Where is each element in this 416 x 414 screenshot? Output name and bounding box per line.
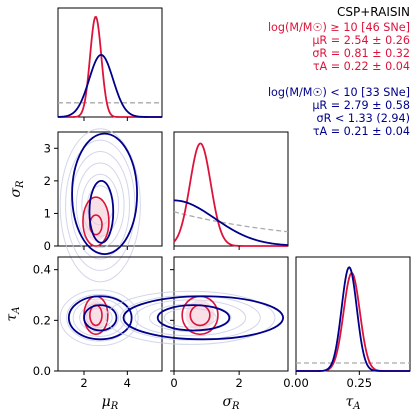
x-axis-label-sigma: σR: [222, 394, 240, 412]
sigma-mu-density-contour: [75, 162, 125, 249]
sigma-prior-line: [173, 211, 289, 233]
legend-high-mass-sigma: σR = 0.81 ± 0.32: [312, 47, 410, 60]
y-axis-label-tau: τA: [4, 307, 22, 322]
tau-sigma-low-mass-outer: [122, 295, 285, 341]
legend: CSP+RAISIN log(M/M☉) ≥ 10 [46 SNe] μR = …: [268, 5, 410, 139]
tau-mu-y-tick-label: 0.0: [33, 364, 51, 378]
legend-high-mass-name: log(M/M☉) ≥ 10 [46 SNe]: [267, 21, 410, 34]
sigma-mu-high-mass-outer: [82, 196, 110, 247]
sigma-mu-density-contour: [70, 151, 130, 260]
tau-mu-density-contour: [59, 289, 139, 347]
sigma-mu-y-tick-label: 0: [44, 239, 51, 253]
tau-mu-x-tick-label: 4: [124, 376, 131, 390]
tau-sigma-low-mass-inner: [156, 304, 231, 332]
sigma-mu-y-tick-label: 3: [44, 141, 51, 155]
panel-sigma-vs-mu-frame: [57, 131, 163, 247]
legend-high-mass: log(M/M☉) ≥ 10 [46 SNe] μR = 2.54 ± 0.26…: [268, 21, 410, 73]
tau-marginal-x-tick-label: 0.00: [283, 376, 309, 390]
panel-tau-marginal-frame: [295, 256, 411, 372]
legend-low-mass-mu: μR = 2.79 ± 0.58: [312, 99, 410, 112]
sigma-mu-low-mass-inner: [88, 179, 115, 244]
tau-sigma-x-tick-label: 2: [235, 376, 242, 390]
sigma-low-mass-line: [173, 199, 289, 246]
panel-sigma-marginal-frame: [173, 131, 289, 247]
sigma-mu-y-tick-label: 1: [44, 206, 51, 220]
y-axis-label-sigma: σR: [8, 180, 26, 198]
tau-high-mass-line: [296, 272, 410, 372]
tau-sigma-density-contour: [105, 290, 276, 345]
legend-low-mass-name: log(M/M☉) < 10 [33 SNe]: [267, 86, 410, 99]
legend-low-mass-sigma: σR < 1.33 (2.94): [316, 112, 410, 125]
panel-mu-marginal-frame: [57, 7, 163, 118]
panel-tau-vs-sigma-frame: [173, 256, 289, 372]
legend-low-mass-tau: τA = 0.21 ± 0.04: [312, 125, 410, 138]
mu-high-mass-line: [58, 16, 162, 118]
tau-mu-low-mass-outer: [67, 295, 133, 341]
sigma-mu-low-mass-outer: [71, 132, 138, 256]
tau-mu-density-contour: [72, 298, 126, 338]
x-axis-label-mu: μR: [102, 394, 119, 412]
tau-mu-y-tick-label: 0.4: [33, 263, 51, 277]
legend-high-mass-mu: μR = 2.54 ± 0.26: [312, 34, 410, 47]
tau-mu-y-tick-label: 0.2: [33, 313, 51, 327]
panel-tau-vs-mu-frame: [57, 256, 163, 372]
tau-marginal-x-tick-label: 0.25: [347, 376, 373, 390]
tau-mu-x-tick-label: 2: [80, 376, 87, 390]
tau-sigma-density-contour: [119, 295, 261, 341]
mu-low-mass-line: [57, 53, 162, 118]
x-axis-label-tau: τA: [346, 394, 361, 412]
tau-sigma-x-tick-label: 0: [170, 376, 177, 390]
sigma-mu-density-contour: [65, 139, 136, 271]
tau-mu-low-mass-inner: [83, 304, 118, 332]
legend-high-mass-tau: τA = 0.22 ± 0.04: [312, 60, 410, 73]
sigma-mu-density-contour: [59, 128, 141, 283]
sigma-high-mass-line: [173, 142, 288, 247]
tau-low-mass-line: [296, 266, 410, 372]
sigma-mu-y-tick-label: 2: [44, 174, 51, 188]
legend-title: CSP+RAISIN: [336, 5, 410, 19]
legend-low-mass: log(M/M☉) < 10 [33 SNe] μR = 2.79 ± 0.58…: [268, 86, 410, 138]
